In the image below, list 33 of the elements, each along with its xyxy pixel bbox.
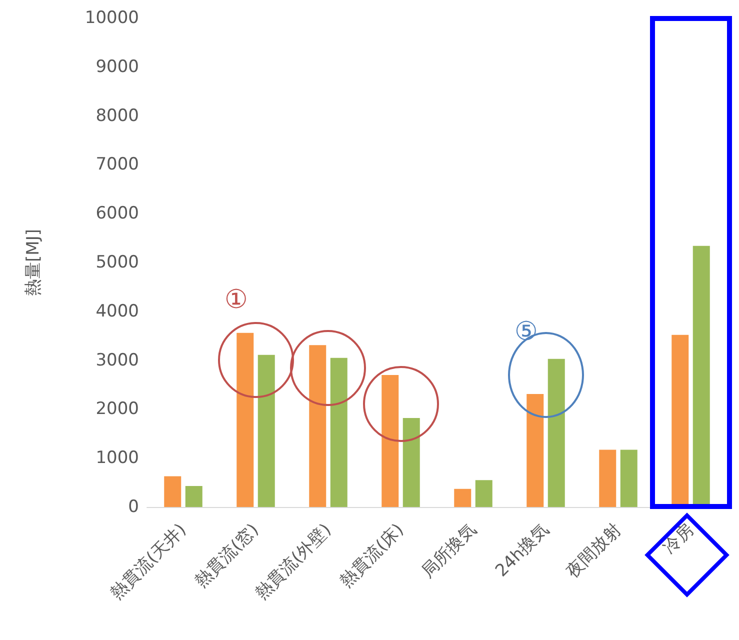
x-tick-label: 夜間放射 <box>563 520 626 582</box>
bar <box>258 354 275 507</box>
bar <box>620 450 638 507</box>
bar <box>454 488 472 507</box>
bar <box>402 418 420 507</box>
y-axis-title: 熱量[MJ] <box>24 229 44 296</box>
y-tick-label: 0 <box>128 497 139 517</box>
bar <box>309 345 326 507</box>
bar <box>475 480 492 507</box>
annotation: ⑤ <box>514 316 538 346</box>
bar <box>185 486 202 507</box>
y-tick-label: 8000 <box>96 106 139 126</box>
y-tick-label: 1000 <box>96 448 139 468</box>
annotation: ① <box>224 284 248 314</box>
y-tick-label: 10000 <box>84 8 139 28</box>
y-tick-label: 7000 <box>96 154 139 175</box>
y-tick-label: 4000 <box>96 301 139 322</box>
y-tick-label: 3000 <box>96 350 139 370</box>
x-tick-label: 熱貫流(天井) <box>106 520 190 604</box>
x-tick-label: 熱貫流(床) <box>336 520 408 592</box>
bar <box>599 450 616 507</box>
y-tick-label: 6000 <box>96 204 139 224</box>
bar <box>548 358 565 507</box>
bar <box>164 476 182 507</box>
x-tick-label: 冷房 <box>660 520 698 558</box>
bar <box>236 332 254 507</box>
y-tick-label: 5000 <box>96 252 139 272</box>
x-tick-label: 局所換気 <box>418 520 480 582</box>
bar <box>382 374 399 507</box>
y-tick-label: 2000 <box>96 399 139 420</box>
bar <box>330 358 348 507</box>
bar <box>526 394 544 507</box>
y-tick-label: 9000 <box>96 56 139 77</box>
